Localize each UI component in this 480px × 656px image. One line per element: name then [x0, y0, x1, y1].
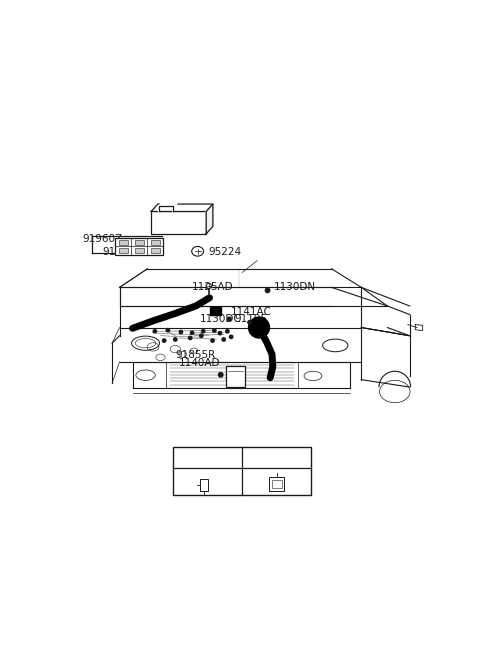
- Circle shape: [222, 338, 225, 341]
- Circle shape: [213, 329, 216, 332]
- Text: 91210L: 91210L: [103, 247, 142, 256]
- Polygon shape: [158, 199, 180, 211]
- Circle shape: [174, 338, 177, 341]
- Text: 91960Z: 91960Z: [83, 234, 122, 244]
- Text: 95220F: 95220F: [257, 452, 296, 462]
- Bar: [173, 447, 311, 495]
- Polygon shape: [151, 204, 213, 211]
- Circle shape: [218, 373, 223, 377]
- Text: 1141AC: 1141AC: [231, 306, 272, 317]
- Bar: [200, 479, 208, 491]
- Circle shape: [163, 339, 166, 342]
- Circle shape: [249, 317, 269, 338]
- Circle shape: [265, 288, 270, 293]
- Bar: [226, 366, 245, 388]
- Text: 67JB1: 67JB1: [170, 223, 200, 233]
- Text: 99106: 99106: [215, 469, 247, 479]
- Text: 1140AD: 1140AD: [179, 358, 220, 368]
- Bar: [210, 307, 221, 315]
- Circle shape: [166, 329, 169, 332]
- Bar: [119, 248, 128, 253]
- Bar: [151, 211, 206, 234]
- Text: 99106: 99106: [192, 452, 224, 462]
- Bar: [151, 239, 160, 245]
- Bar: [115, 238, 163, 255]
- Text: 1130DN: 1130DN: [274, 282, 316, 293]
- Circle shape: [191, 331, 194, 335]
- Bar: [119, 239, 128, 245]
- Bar: [151, 248, 160, 253]
- Text: 91195: 91195: [234, 314, 267, 324]
- Bar: [135, 239, 144, 245]
- Circle shape: [153, 329, 156, 333]
- Bar: [272, 480, 282, 489]
- Polygon shape: [206, 204, 213, 234]
- Bar: [135, 248, 144, 253]
- Circle shape: [202, 329, 205, 333]
- Circle shape: [228, 317, 231, 321]
- Circle shape: [226, 329, 229, 333]
- Text: 95224: 95224: [209, 247, 242, 256]
- Circle shape: [218, 331, 222, 335]
- Text: 1125AD: 1125AD: [192, 282, 234, 293]
- Text: 91855R: 91855R: [175, 350, 216, 360]
- Circle shape: [200, 334, 203, 337]
- Circle shape: [179, 331, 182, 334]
- Circle shape: [229, 335, 233, 338]
- Ellipse shape: [192, 247, 204, 256]
- Text: 1130DC: 1130DC: [200, 314, 241, 324]
- Circle shape: [211, 339, 214, 342]
- Circle shape: [206, 283, 211, 289]
- Circle shape: [248, 321, 252, 324]
- Circle shape: [189, 337, 192, 340]
- Text: 95220F: 95220F: [270, 469, 309, 479]
- Bar: [269, 477, 284, 491]
